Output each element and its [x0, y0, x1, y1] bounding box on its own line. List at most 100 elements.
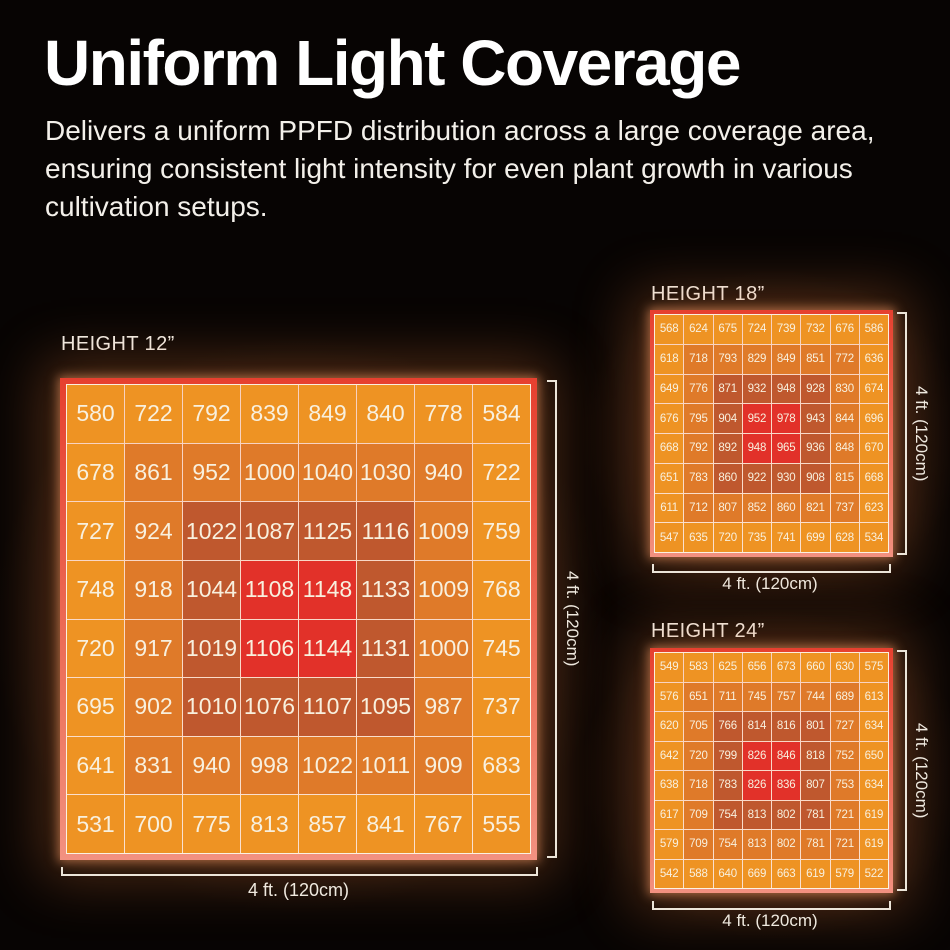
ppfd-cell: 930: [772, 463, 801, 493]
ppfd-cell: 745: [473, 619, 530, 678]
ppfd-cell: 695: [67, 678, 124, 736]
ppfd-cell: 611: [655, 493, 684, 523]
ppfd-cell: 579: [830, 859, 859, 888]
ppfd-cell: 813: [742, 830, 771, 859]
ppfd-cell: 1133: [357, 560, 414, 619]
ppfd-cell: 699: [801, 523, 830, 552]
ppfd-cell: 826: [742, 741, 771, 770]
ppfd-cell: 1144: [299, 619, 356, 678]
ppfd-grid: 549 583 625 656 673 660 630 575 576 651 711 745 757 7…: [654, 652, 889, 889]
ppfd-cell: 1044: [183, 560, 240, 619]
ppfd-cell: 739: [772, 315, 801, 344]
ppfd-cell: 849: [299, 385, 356, 443]
ppfd-cell: 623: [859, 493, 888, 523]
ppfd-cell: 841: [357, 795, 414, 853]
ppfd-cell: 1022: [183, 502, 240, 560]
ppfd-cell: 1131: [357, 619, 414, 678]
ppfd-cell: 775: [183, 795, 240, 853]
ppfd-cell: 634: [859, 712, 888, 741]
ppfd-cell: 735: [742, 523, 771, 552]
width-dimension-bracket: [652, 901, 891, 910]
ppfd-cell: 583: [684, 653, 713, 682]
ppfd-grid: 580 722 792 839 849 840 778 584 678 861 952 1000 104…: [66, 384, 531, 854]
height-dimension-label: 4 ft. (120cm): [563, 571, 582, 667]
ppfd-cell: 753: [830, 771, 859, 800]
ppfd-cell: 575: [859, 653, 888, 682]
ppfd-cell: 943: [801, 404, 830, 433]
ppfd-cell: 795: [684, 404, 713, 433]
ppfd-cell: 802: [772, 830, 801, 859]
ppfd-cell: 668: [655, 434, 684, 463]
ppfd-cell: 1040: [299, 443, 356, 502]
ppfd-cell: 1108: [241, 560, 298, 619]
ppfd-cell: 928: [801, 374, 830, 404]
ppfd-cell: 767: [415, 795, 472, 853]
ppfd-cell: 1019: [183, 619, 240, 678]
ppfd-cell: 628: [830, 523, 859, 552]
ppfd-cell: 918: [125, 560, 182, 619]
ppfd-cell: 813: [241, 795, 298, 853]
ppfd-cell: 660: [801, 653, 830, 682]
ppfd-cell: 948: [772, 374, 801, 404]
ppfd-cell: 978: [772, 404, 801, 433]
ppfd-cell: 676: [655, 404, 684, 433]
ppfd-cell: 892: [713, 434, 742, 463]
ppfd-cell: 998: [241, 736, 298, 795]
heatmap-section-height-12: HEIGHT 12” 580 722 792 839 849 840 778 584 678 86…: [60, 333, 660, 923]
ppfd-cell: 640: [713, 859, 742, 888]
ppfd-cell: 908: [801, 463, 830, 493]
width-dimension-label: 4 ft. (120cm): [247, 880, 350, 900]
ppfd-cell: 768: [473, 560, 530, 619]
ppfd-cell: 759: [473, 502, 530, 560]
ppfd-cell: 815: [830, 463, 859, 493]
ppfd-cell: 840: [357, 385, 414, 443]
ppfd-cell: 1107: [299, 678, 356, 736]
ppfd-cell: 580: [67, 385, 124, 443]
ppfd-cell: 584: [473, 385, 530, 443]
ppfd-cell: 799: [713, 741, 742, 770]
ppfd-cell: 641: [67, 736, 124, 795]
ppfd-cell: 668: [859, 463, 888, 493]
ppfd-cell: 813: [742, 800, 771, 829]
ppfd-cell: 766: [713, 712, 742, 741]
ppfd-cell: 709: [684, 830, 713, 859]
heatmap-section-height-18: HEIGHT 18” 568 624 675 724 739 732 676 586 618 71…: [650, 283, 950, 613]
ppfd-cell: 807: [713, 493, 742, 523]
ppfd-cell: 860: [713, 463, 742, 493]
ppfd-cell: 792: [684, 434, 713, 463]
heatmap-frame: 568 624 675 724 739 732 676 586 618 718 793 829 849 8…: [650, 310, 893, 557]
ppfd-cell: 534: [859, 523, 888, 552]
ppfd-cell: 727: [67, 502, 124, 560]
ppfd-cell: 709: [684, 800, 713, 829]
ppfd-cell: 651: [655, 463, 684, 493]
ppfd-cell: 586: [859, 315, 888, 344]
page-title: Uniform Light Coverage: [44, 27, 741, 99]
ppfd-cell: 952: [742, 404, 771, 433]
ppfd-cell: 696: [859, 404, 888, 433]
ppfd-cell: 663: [772, 859, 801, 888]
heatmap-height-label: HEIGHT 24”: [651, 620, 765, 642]
ppfd-cell: 904: [713, 404, 742, 433]
width-dimension-bracket: [61, 867, 538, 876]
width-dimension-bracket: [652, 564, 891, 573]
ppfd-cell: 829: [742, 344, 771, 374]
ppfd-cell: 1125: [299, 502, 356, 560]
ppfd-cell: 673: [772, 653, 801, 682]
ppfd-cell: 547: [655, 523, 684, 552]
ppfd-cell: 705: [684, 712, 713, 741]
ppfd-cell: 826: [742, 771, 771, 800]
ppfd-cell: 818: [801, 741, 830, 770]
ppfd-cell: 674: [859, 374, 888, 404]
heatmap-section-height-24: HEIGHT 24” 549 583 625 656 673 660 630 575 576 65…: [650, 620, 950, 950]
ppfd-cell: 757: [772, 682, 801, 711]
ppfd-cell: 531: [67, 795, 124, 853]
ppfd-cell: 857: [299, 795, 356, 853]
ppfd-cell: 748: [67, 560, 124, 619]
ppfd-cell: 683: [473, 736, 530, 795]
ppfd-cell: 861: [125, 443, 182, 502]
ppfd-cell: 650: [859, 741, 888, 770]
ppfd-cell: 619: [801, 859, 830, 888]
ppfd-cell: 635: [684, 523, 713, 552]
ppfd-cell: 651: [684, 682, 713, 711]
